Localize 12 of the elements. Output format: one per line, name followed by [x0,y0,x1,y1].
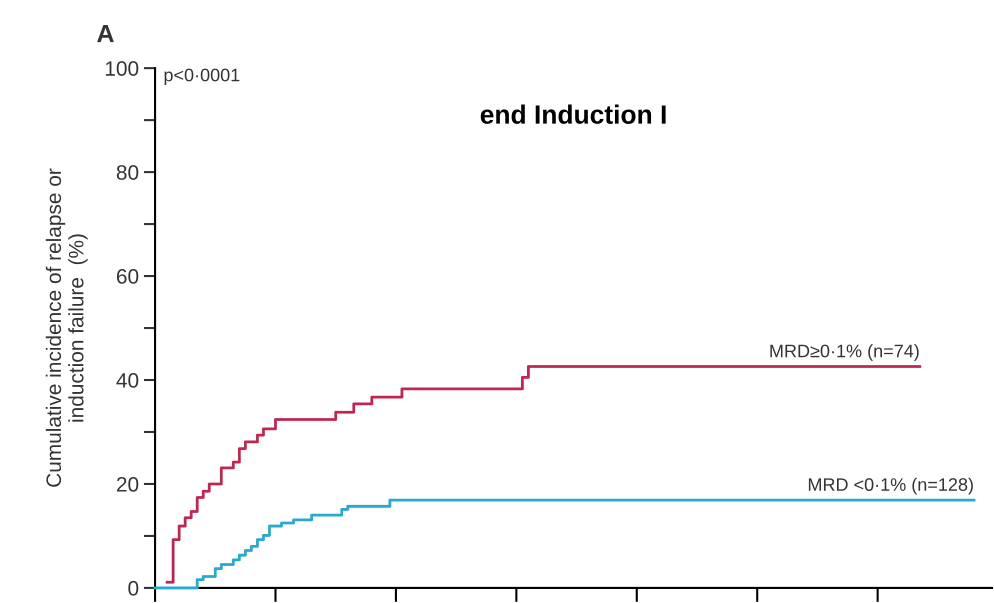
y-axis-title: Cumulative incidence of relapse or induction failure (%) [46,168,88,487]
y-tick-label: 100 [106,61,138,76]
y-tick-label: 40 [116,373,138,388]
y-tick-label: 80 [116,165,138,180]
series-label: MRD≥0·1% (n=74) [770,344,919,361]
text: A [97,24,114,42]
y-tick-label: 60 [116,269,138,284]
text: end Induction I [480,104,666,124]
series-label: MRD <0·1% (n=128) [808,478,973,495]
y-tick-label: 0 [128,580,138,596]
annotation: p<0·0001 [164,68,240,85]
y-tick-label: 20 [116,476,138,492]
